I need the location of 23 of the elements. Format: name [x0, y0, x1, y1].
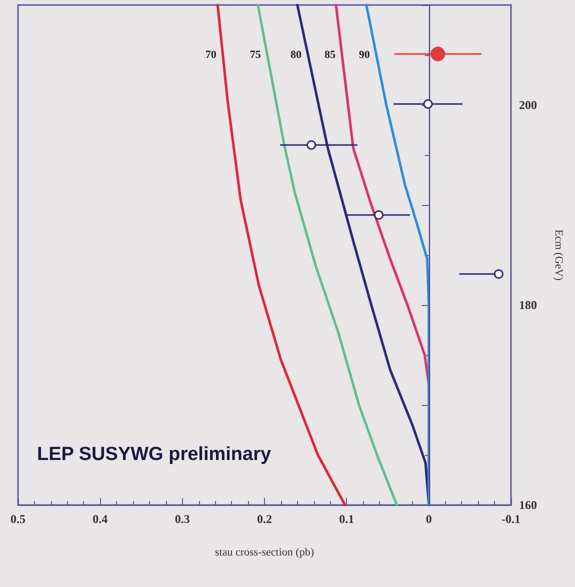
point [374, 210, 384, 220]
point [306, 140, 316, 150]
x-tick-label: -0.1 [502, 512, 520, 526]
x-tick-label: 0.4 [92, 512, 108, 526]
point [423, 99, 433, 109]
x-tick-label: 0 [426, 512, 432, 526]
x-tick-label: 0.3 [174, 512, 190, 526]
series-label: 85 [324, 49, 336, 61]
x-tick-label: 0.5 [10, 512, 26, 526]
y-axis-title: Ecm (GeV) [552, 229, 564, 281]
series-label: 70 [205, 49, 217, 61]
point [494, 269, 504, 279]
x-tick-label: 0.2 [257, 512, 272, 526]
x-tick-label: 0.1 [339, 512, 354, 526]
point [430, 46, 446, 62]
series-label: 75 [250, 49, 262, 61]
y-tick-label: 160 [519, 498, 537, 512]
series-label: 90 [358, 49, 370, 61]
x-axis-title: stau cross-section (pb) [215, 546, 314, 558]
y-tick-label: 200 [519, 98, 537, 112]
text: LEP SUSYWG preliminary [37, 444, 272, 465]
y-tick-label: 180 [519, 298, 537, 312]
series-label: 80 [290, 49, 302, 61]
